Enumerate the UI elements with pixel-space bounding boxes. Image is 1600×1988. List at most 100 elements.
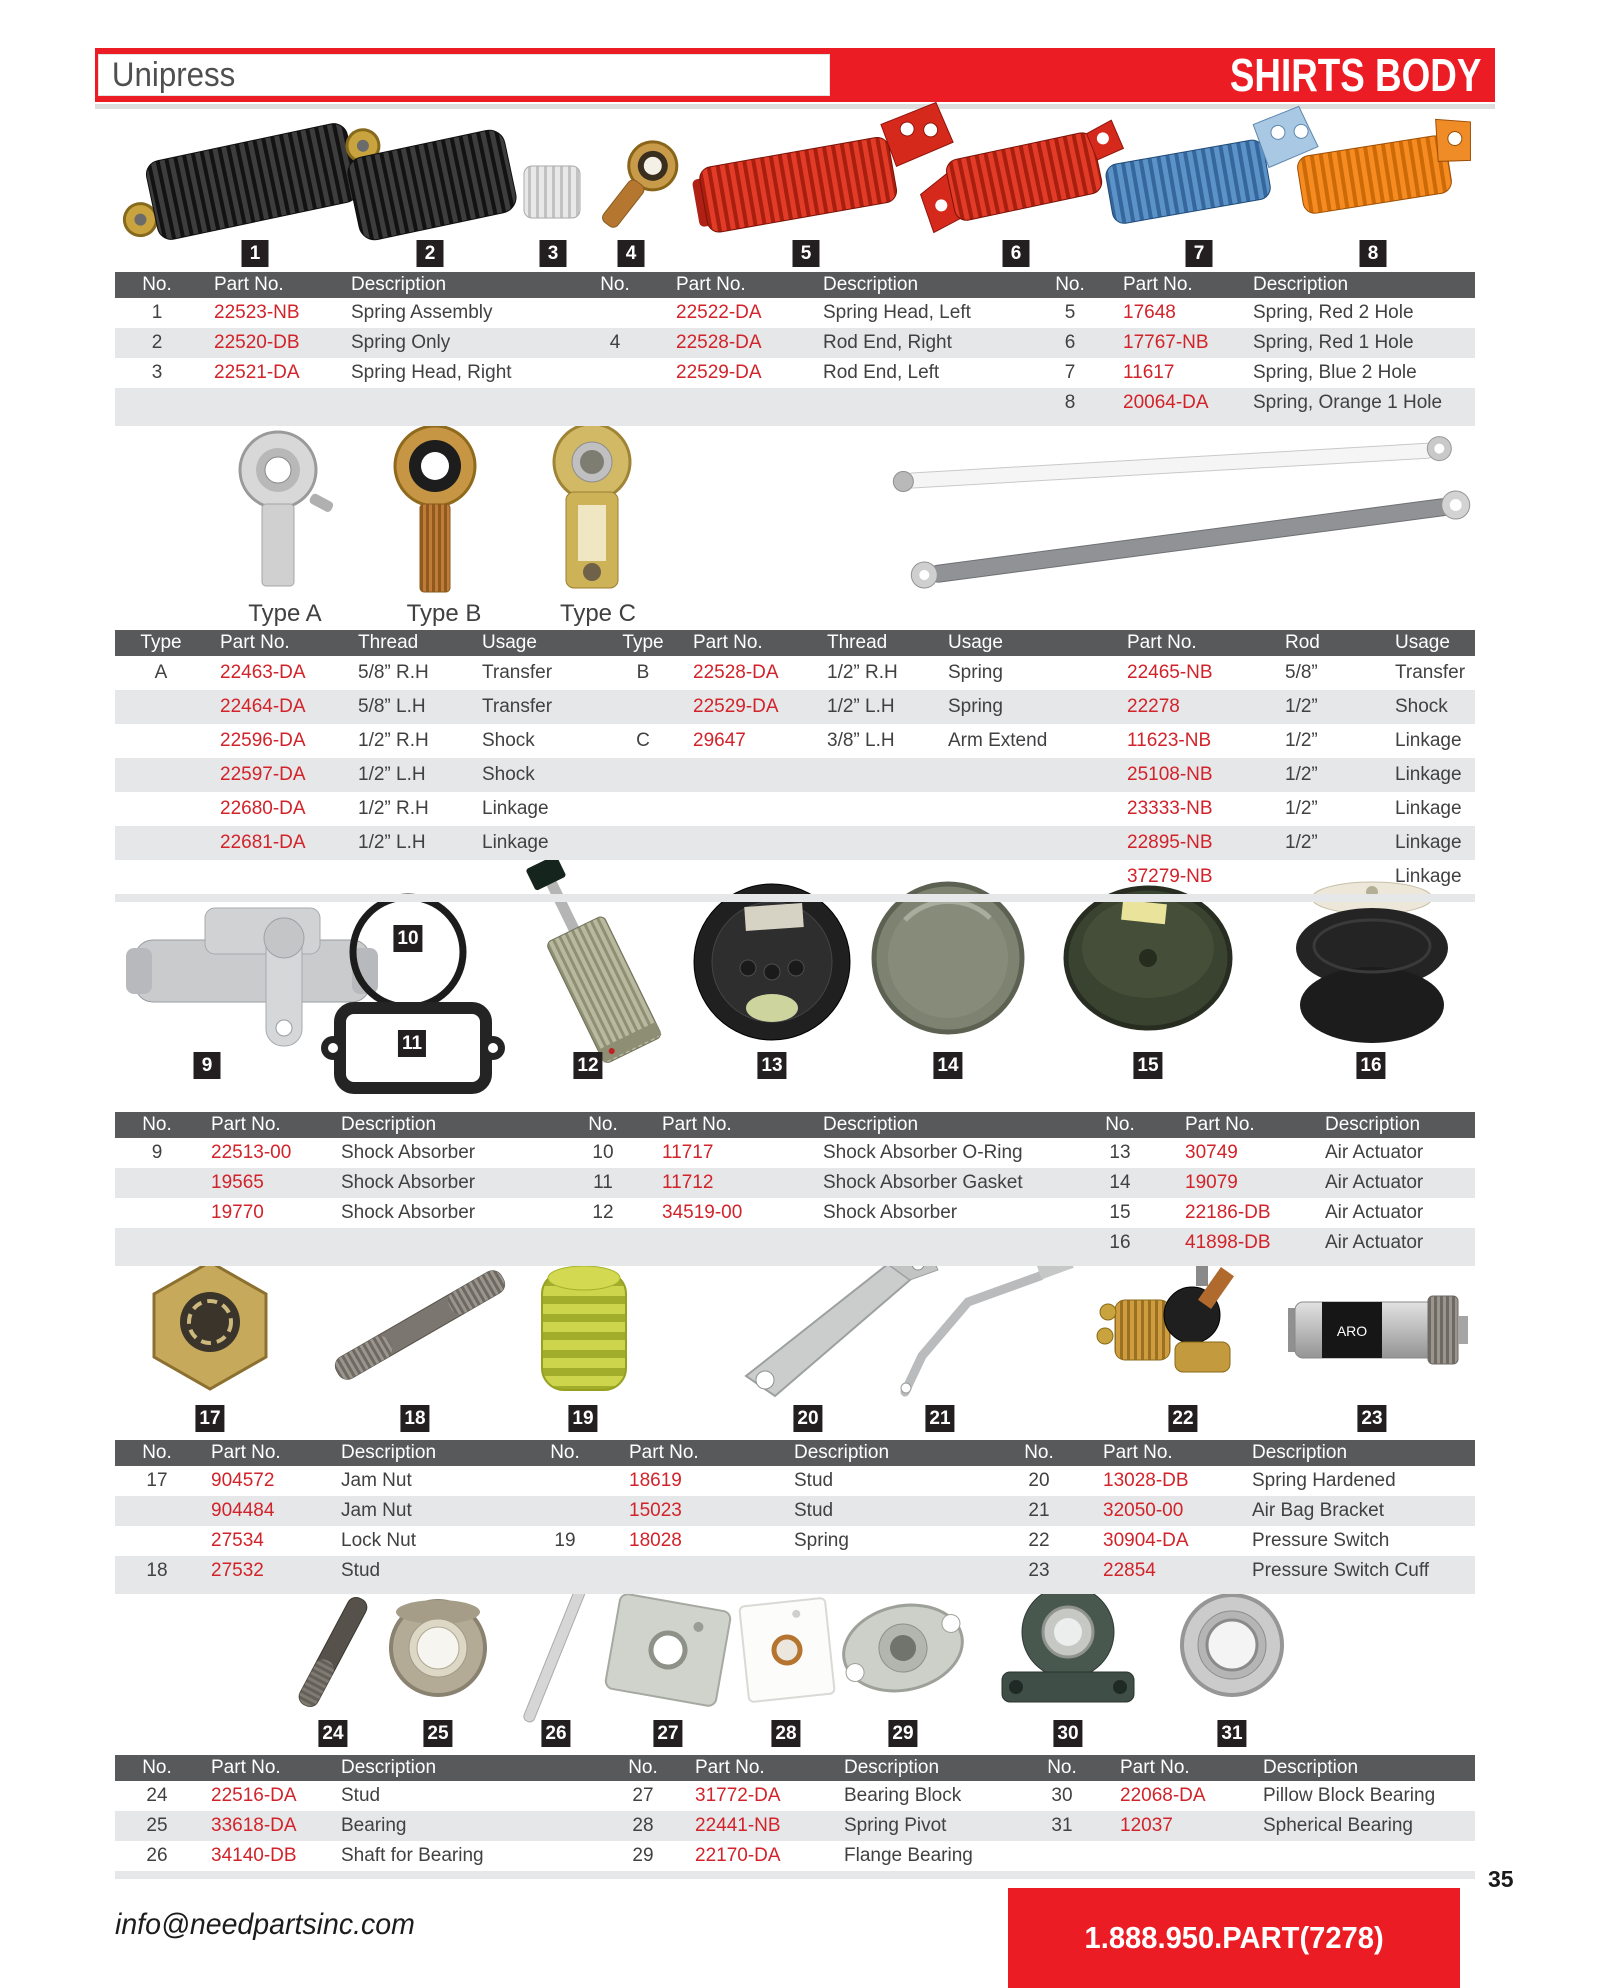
table-header-cell: Thread [358, 632, 419, 653]
table-cell-desc: Spring, Orange 1 Hole [1253, 392, 1443, 413]
item-tag-28: 28 [771, 1720, 801, 1747]
section-divider [115, 1586, 1475, 1594]
table-cell-part: 11712 [662, 1172, 714, 1193]
jam-nut-image [152, 1260, 268, 1391]
spring-only-image [347, 129, 517, 241]
item-tag-18: 18 [400, 1405, 430, 1432]
table-header-cell: No. [600, 274, 630, 295]
table-cell-desc: Stud [794, 1470, 834, 1491]
table-cell-no: 26 [146, 1845, 168, 1866]
table-header-cell: Description [823, 1114, 919, 1135]
table-cell-no: 18 [146, 1560, 168, 1581]
table-header-cell: Part No. [220, 632, 290, 653]
item-tag-13: 13 [757, 1052, 787, 1079]
item-tag-10: 10 [393, 925, 423, 952]
table-header-cell: Part No. [211, 1757, 281, 1778]
table-cell-desc: Spring [794, 1530, 849, 1551]
table-cell-no: 11 [593, 1172, 613, 1193]
table-cell-no: 28 [632, 1815, 654, 1836]
table-header-cell: Usage [1395, 632, 1450, 653]
table-header-cell: Description [351, 274, 447, 295]
table-cell-desc: Shock Absorber O-Ring [823, 1142, 1023, 1163]
item-tag-23: 23 [1357, 1405, 1387, 1432]
table-row: 904484 Jam Nut 15023 Stud 21 32050-00 Air Bag … [115, 1496, 1475, 1526]
table-cell-part: 22186-DB [1185, 1202, 1271, 1223]
table-header-cell: Description [823, 274, 919, 295]
table-cell-no: 20 [1028, 1470, 1050, 1491]
table-row: 19565 Shock Absorber 11 11712 Shock Absorber… [115, 1168, 1475, 1198]
table-cell-part: 22068-DA [1120, 1785, 1206, 1806]
table-header-cell: Rod [1285, 632, 1320, 653]
spring-red-1hole-image [919, 119, 1125, 234]
table-cell-part: 25108-NB [1127, 764, 1213, 785]
table-cell-part: 34140-DB [211, 1845, 297, 1866]
section-title: SHIRTS BODY [1229, 49, 1482, 101]
table-row: A 22463-DA 5/8” R.H Transfer B 22528-DA 1/2” R… [115, 656, 1475, 690]
table-cell-desc: 1/2” R.H [358, 730, 429, 751]
table-row: 16 41898-DB Air Actuator [115, 1228, 1475, 1258]
spherical-bearing-image [1180, 1593, 1284, 1697]
table-cell-desc: Linkage [1395, 764, 1462, 785]
item-tag-20: 20 [793, 1405, 823, 1432]
table-header-cell: Part No. [1127, 632, 1197, 653]
table-cell-desc: Shock Absorber [341, 1142, 476, 1163]
table-cell-desc: 5/8” R.H [358, 662, 429, 683]
table-header-row: No. Part No. Description No. Part No. Descrip… [115, 1755, 1475, 1781]
banner-underline [95, 104, 1495, 109]
table-cell-desc: Bearing [341, 1815, 407, 1836]
item-tag-17: 17 [195, 1405, 225, 1432]
table-cell-no: 9 [151, 1142, 163, 1163]
page-header-banner: Unipress SHIRTS BODY [95, 48, 1495, 102]
table-header-cell: Description [794, 1442, 890, 1463]
spring-head-image [523, 165, 581, 219]
table-cell-no: 16 [1109, 1232, 1131, 1253]
table-row: 1 22523-NB Spring Assembly 22522-DA Spring H… [115, 298, 1475, 328]
table-header-cell: Description [1252, 1442, 1348, 1463]
table-cell-desc: Spring, Red 2 Hole [1253, 302, 1414, 323]
table-cell-desc: Rod End, Right [823, 332, 952, 353]
item-tag-22: 22 [1168, 1405, 1198, 1432]
table-header-row: No. Part No. Description No. Part No. Descrip… [115, 272, 1475, 298]
table-cell-desc: Linkage [482, 798, 549, 819]
type-b-label: Type B [406, 600, 482, 627]
air-actuator-dome-image [871, 881, 1025, 1035]
item-tag-19: 19 [568, 1405, 598, 1432]
table-cell-no: 8 [1064, 392, 1076, 413]
table-cell-no: 15 [1109, 1202, 1131, 1223]
item-tag-15: 15 [1133, 1052, 1163, 1079]
table-cell-desc: 1/2” [1285, 696, 1318, 717]
table-cell-desc: 1/2” R.H [358, 798, 429, 819]
table-row: 25 33618-DA Bearing 28 22441-NB Spring Pivot 3… [115, 1811, 1475, 1841]
table-header-cell: No. [1047, 1757, 1077, 1778]
item-tag-6: 6 [1002, 240, 1030, 267]
spring-assembly-image [122, 123, 381, 240]
rod-end-type-b-image [393, 424, 477, 593]
aro-label: ARO [1337, 1323, 1367, 1339]
table-cell-part: 15023 [629, 1500, 682, 1521]
table-header-cell: No. [142, 1114, 172, 1135]
table-cell-desc: Pressure Switch Cuff [1252, 1560, 1430, 1581]
table-cell-part: 27534 [211, 1530, 264, 1551]
table-header-cell: No. [628, 1757, 658, 1778]
table-cell-desc: Air Actuator [1325, 1172, 1424, 1193]
table-cell-no: 10 [592, 1142, 614, 1163]
table-row: 9 22513-00 Shock Absorber 10 11717 Shock Abso… [115, 1138, 1475, 1168]
table-cell-desc: Stud [341, 1560, 381, 1581]
table-header-row: No. Part No. Description No. Part No. Descrip… [115, 1440, 1475, 1466]
spring-red-2hole-image [692, 101, 954, 233]
table-cell-part: 18619 [629, 1470, 682, 1491]
bearing-shaft-image [523, 1581, 588, 1723]
table-cell-no: 13 [1109, 1142, 1131, 1163]
rod-end-type-a-image [238, 430, 334, 587]
item-tag-25: 25 [423, 1720, 453, 1747]
table-cell-desc: Flange Bearing [844, 1845, 973, 1866]
table-header-cell: No. [1024, 1442, 1054, 1463]
pillow-block-bearing-image [1001, 1582, 1135, 1703]
table-cell-part: 27532 [211, 1560, 264, 1581]
table-cell-desc: Linkage [482, 832, 549, 853]
table-header-cell: Usage [482, 632, 537, 653]
table-cell-no: 1 [151, 302, 163, 323]
table-cell-desc: Shaft for Bearing [341, 1845, 484, 1866]
table-cell-desc: Transfer [1395, 662, 1466, 683]
yellow-spring-image [541, 1265, 627, 1391]
